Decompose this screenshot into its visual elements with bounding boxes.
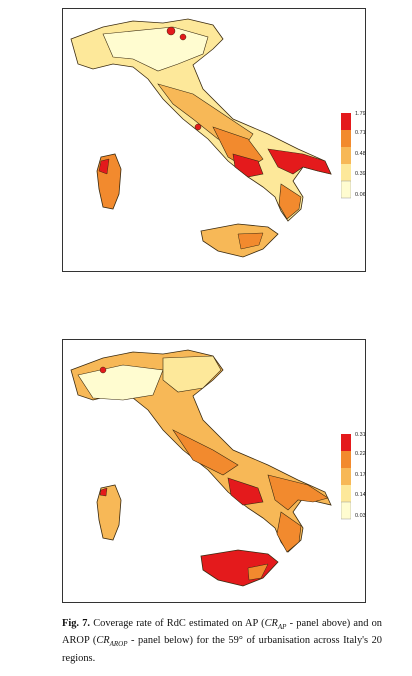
caption-text: - panel above) and on AROP (: [62, 618, 382, 647]
figure-label: Fig. 7.: [62, 618, 91, 629]
legend-label: 0.39: [355, 171, 366, 177]
legend-label: 0.14: [355, 492, 366, 498]
legend-label: 0.48: [355, 151, 366, 157]
caption-ap-subscript: AP: [277, 623, 287, 632]
italy-map-top: [70, 18, 332, 258]
caption-text: Coverage rate of RdC estimated on AP (: [90, 618, 265, 629]
legend-label: 0.17: [355, 472, 366, 478]
legend-label: 1.79: [355, 111, 366, 117]
calabria-region: [276, 511, 302, 553]
legend-label: 0.31: [355, 432, 366, 438]
north-region: [77, 364, 164, 401]
sardinia-shape: [96, 484, 122, 541]
south-region: [267, 474, 329, 511]
sicily-shape: [200, 549, 279, 587]
map-panel-top: 1.79 0.71 0.48 0.39 0.06: [62, 8, 366, 272]
legend-top: 1.79 0.71 0.48 0.39 0.06: [340, 111, 366, 204]
legend-swatch-1: [341, 434, 351, 451]
legend-swatch-3: [341, 147, 351, 164]
legend-swatch-4: [341, 485, 351, 502]
north-red-patch: [179, 33, 187, 41]
legend-swatch-2: [341, 130, 351, 147]
legend-swatch-2: [341, 451, 351, 468]
legend-label: 0.03: [355, 513, 366, 519]
legend-label: 0.71: [355, 130, 366, 136]
sardinia-red: [98, 158, 110, 175]
central-red-patch: [194, 123, 202, 131]
north-red-patch: [99, 366, 107, 374]
campania-red-region: [232, 153, 264, 178]
figure-caption: Fig. 7. Coverage rate of RdC estimated o…: [62, 617, 382, 665]
caption-cr: CR: [264, 618, 278, 629]
legend-swatch-4: [341, 164, 351, 181]
south-red-region: [267, 148, 332, 175]
campania-red-region: [227, 477, 264, 506]
legend-swatch-3: [341, 468, 351, 485]
caption-text: - panel below) for the 59° of urbanisati…: [62, 635, 382, 664]
map-panel-bottom: 0.31 0.22 0.17 0.14 0.03: [62, 339, 366, 603]
legend-bottom: 0.31 0.22 0.17 0.14 0.03: [340, 432, 366, 525]
legend-label: 0.22: [355, 451, 366, 457]
sicily-orange: [247, 563, 269, 581]
caption-arop-subscript: AROP: [109, 640, 128, 649]
legend-swatch-5: [340, 180, 352, 199]
legend-swatch-1: [341, 113, 351, 130]
legend-top-colorbar: [340, 113, 352, 199]
sicily-orange: [237, 232, 264, 250]
north-east-region: [162, 355, 222, 393]
calabria-region: [278, 183, 302, 220]
caption-cr: CR: [96, 635, 110, 647]
legend-bottom-colorbar: [340, 434, 352, 520]
central-region: [172, 429, 239, 476]
italy-map-bottom: [70, 349, 332, 587]
legend-label: 0.06: [355, 192, 366, 198]
sardinia-red: [99, 487, 108, 497]
legend-swatch-5: [340, 501, 352, 520]
north-red-patch: [166, 26, 176, 36]
